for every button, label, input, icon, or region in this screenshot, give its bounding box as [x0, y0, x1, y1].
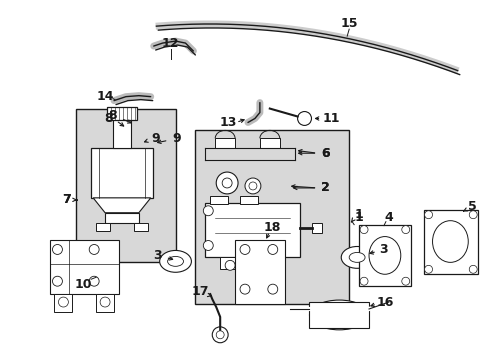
Bar	[205, 203, 299, 257]
Ellipse shape	[341, 247, 372, 268]
Circle shape	[52, 276, 62, 286]
Ellipse shape	[432, 221, 468, 262]
Text: 2: 2	[320, 181, 329, 194]
Text: 8: 8	[108, 109, 117, 122]
Text: 17: 17	[191, 285, 209, 298]
Circle shape	[267, 244, 277, 255]
Bar	[96, 223, 110, 231]
Bar	[312, 223, 322, 233]
Circle shape	[424, 211, 432, 219]
Bar	[113, 118, 131, 148]
Bar	[423, 210, 477, 274]
Circle shape	[216, 172, 238, 194]
Circle shape	[264, 260, 274, 270]
Circle shape	[52, 244, 62, 255]
Bar	[134, 223, 147, 231]
Text: 18: 18	[263, 221, 280, 234]
Circle shape	[468, 265, 476, 273]
Bar	[259, 138, 279, 148]
Text: 6: 6	[321, 147, 329, 160]
Circle shape	[222, 178, 232, 188]
Bar	[96, 294, 114, 312]
Ellipse shape	[348, 252, 365, 262]
Ellipse shape	[309, 300, 368, 330]
Bar	[220, 257, 240, 269]
Circle shape	[240, 284, 249, 294]
Bar	[259, 257, 279, 269]
Ellipse shape	[368, 237, 400, 274]
Circle shape	[89, 276, 99, 286]
Text: 15: 15	[340, 17, 357, 30]
Circle shape	[203, 206, 213, 216]
Text: 8: 8	[104, 112, 113, 125]
Bar	[107, 107, 137, 121]
Circle shape	[240, 244, 249, 255]
Circle shape	[100, 297, 110, 307]
Text: 7: 7	[62, 193, 71, 206]
Bar	[49, 239, 119, 294]
Circle shape	[203, 240, 213, 251]
Bar	[105, 213, 139, 223]
Bar	[309, 302, 368, 328]
Text: 1: 1	[354, 208, 363, 221]
Bar	[91, 148, 152, 198]
Circle shape	[401, 226, 409, 234]
Circle shape	[424, 265, 432, 273]
Circle shape	[267, 284, 277, 294]
Text: 3: 3	[379, 243, 387, 256]
Text: 13: 13	[219, 116, 236, 129]
Circle shape	[468, 211, 476, 219]
Text: 3: 3	[153, 249, 162, 262]
Circle shape	[89, 244, 99, 255]
Text: 9: 9	[172, 132, 181, 145]
Text: 1: 1	[354, 211, 363, 224]
Bar	[210, 196, 228, 204]
Text: 6: 6	[321, 147, 329, 160]
Text: 4: 4	[384, 211, 392, 224]
Text: 9: 9	[151, 132, 160, 145]
Bar	[195, 130, 348, 304]
Circle shape	[212, 327, 228, 343]
Bar	[240, 196, 257, 204]
Circle shape	[224, 260, 235, 270]
Text: 5: 5	[467, 200, 476, 213]
Text: 12: 12	[162, 37, 179, 50]
Ellipse shape	[167, 256, 183, 266]
Text: 16: 16	[375, 296, 393, 309]
Circle shape	[401, 277, 409, 285]
Text: 10: 10	[74, 278, 92, 291]
Text: 11: 11	[322, 112, 339, 125]
Circle shape	[359, 277, 367, 285]
Circle shape	[248, 182, 256, 190]
Ellipse shape	[160, 251, 191, 272]
Bar	[358, 225, 410, 286]
Bar	[54, 294, 72, 312]
Text: 14: 14	[96, 90, 114, 103]
Circle shape	[244, 178, 260, 194]
Circle shape	[359, 226, 367, 234]
Circle shape	[297, 112, 311, 125]
Circle shape	[216, 331, 224, 339]
Text: 7: 7	[62, 193, 71, 206]
Circle shape	[59, 297, 68, 307]
Polygon shape	[93, 198, 150, 213]
Text: 2: 2	[320, 181, 329, 194]
Bar	[215, 138, 235, 148]
Bar	[235, 239, 284, 304]
Bar	[76, 109, 175, 262]
